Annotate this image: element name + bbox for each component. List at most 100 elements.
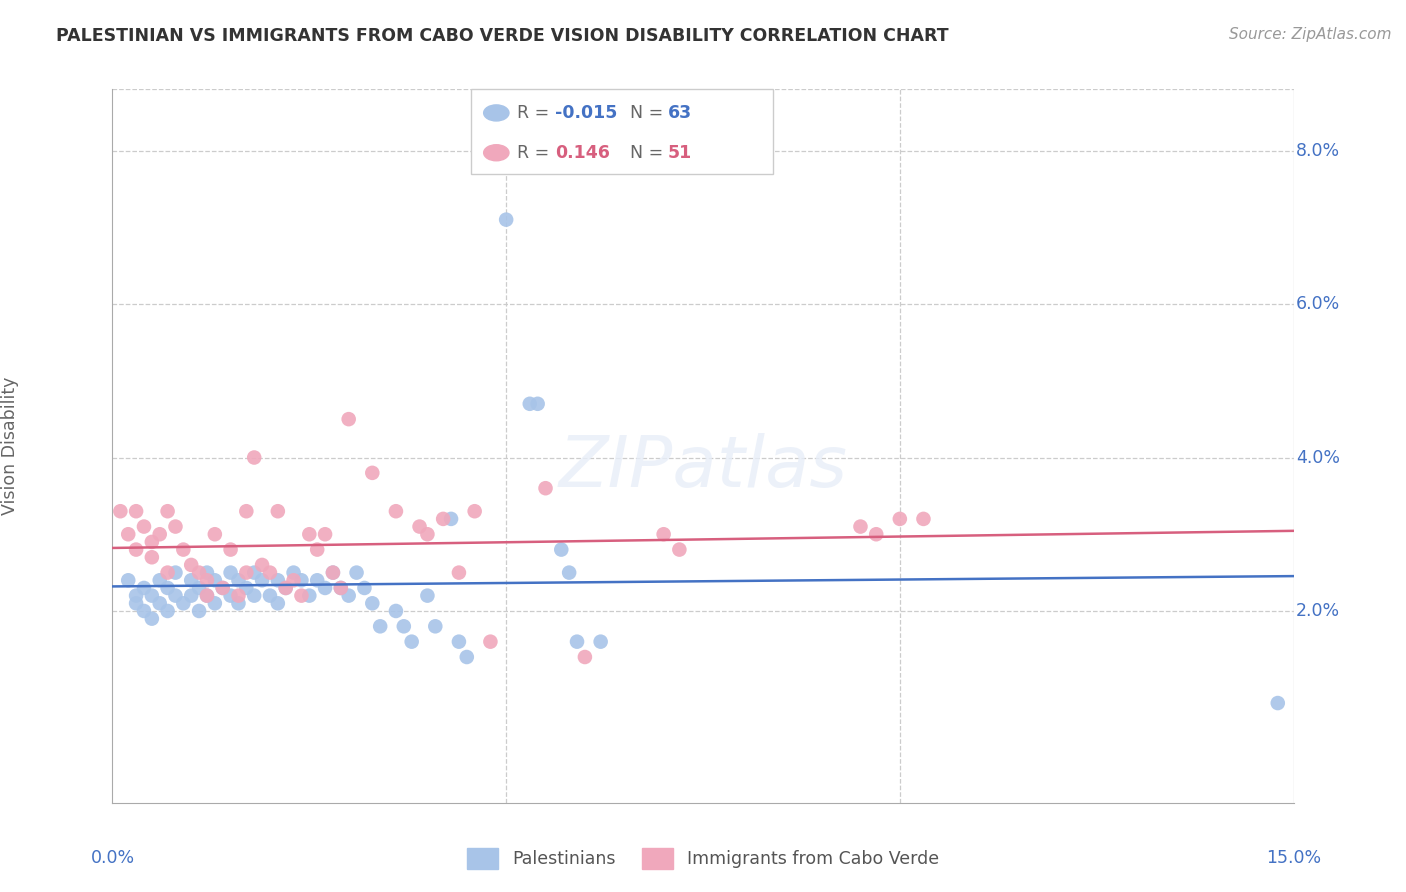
Point: [188, 581, 211, 595]
Point: [228, 596, 250, 610]
Point: [314, 527, 336, 541]
Point: [204, 574, 226, 588]
Point: [550, 542, 572, 557]
Text: 6.0%: 6.0%: [1296, 295, 1340, 313]
Point: [165, 566, 187, 580]
Point: [385, 504, 408, 518]
Text: PALESTINIAN VS IMMIGRANTS FROM CABO VERDE VISION DISABILITY CORRELATION CHART: PALESTINIAN VS IMMIGRANTS FROM CABO VERD…: [56, 27, 949, 45]
Point: [849, 519, 872, 533]
Point: [188, 566, 211, 580]
Point: [668, 542, 690, 557]
Point: [337, 412, 360, 426]
Point: [228, 589, 250, 603]
Point: [408, 519, 430, 533]
Point: [149, 574, 172, 588]
Point: [290, 589, 312, 603]
Point: [447, 566, 470, 580]
Point: [172, 542, 194, 557]
Point: [519, 397, 541, 411]
Point: [322, 566, 344, 580]
Point: [353, 581, 375, 595]
Point: [267, 504, 290, 518]
Point: [1267, 696, 1289, 710]
Point: [307, 574, 329, 588]
Point: [211, 581, 233, 595]
Point: [298, 589, 321, 603]
Point: [447, 634, 470, 648]
Point: [125, 589, 148, 603]
Point: [565, 634, 588, 648]
Point: [195, 589, 218, 603]
Point: [283, 574, 305, 588]
Point: [361, 596, 384, 610]
Text: 51: 51: [668, 144, 692, 161]
Text: 63: 63: [668, 104, 692, 122]
Point: [259, 566, 281, 580]
Point: [440, 512, 463, 526]
Point: [141, 612, 163, 626]
Point: [652, 527, 675, 541]
Point: [219, 566, 242, 580]
Text: 2.0%: 2.0%: [1296, 602, 1340, 620]
Point: [149, 596, 172, 610]
Point: [425, 619, 447, 633]
Point: [589, 634, 612, 648]
Text: 0.0%: 0.0%: [90, 849, 135, 867]
Text: N =: N =: [630, 104, 664, 122]
Point: [368, 619, 391, 633]
Point: [132, 604, 155, 618]
Point: [479, 634, 502, 648]
Point: [865, 527, 887, 541]
Point: [156, 581, 179, 595]
Point: [346, 566, 368, 580]
Point: [110, 504, 132, 518]
Point: [464, 504, 486, 518]
Point: [274, 581, 297, 595]
Point: [211, 581, 233, 595]
Point: [337, 589, 360, 603]
Point: [117, 527, 139, 541]
Text: 8.0%: 8.0%: [1296, 142, 1340, 160]
Point: [156, 604, 179, 618]
Point: [117, 574, 139, 588]
Point: [204, 527, 226, 541]
Point: [149, 527, 172, 541]
Point: [432, 512, 454, 526]
Point: [141, 550, 163, 565]
Point: [219, 542, 242, 557]
Point: [195, 566, 218, 580]
Text: 4.0%: 4.0%: [1296, 449, 1340, 467]
Legend: Palestinians, Immigrants from Cabo Verde: Palestinians, Immigrants from Cabo Verde: [460, 841, 946, 876]
Point: [172, 596, 194, 610]
Point: [274, 581, 297, 595]
Point: [495, 212, 517, 227]
Point: [180, 558, 202, 572]
Point: [125, 596, 148, 610]
Point: [132, 581, 155, 595]
Point: [392, 619, 415, 633]
Point: [141, 589, 163, 603]
Point: [180, 574, 202, 588]
Point: [361, 466, 384, 480]
Text: 0.146: 0.146: [555, 144, 610, 161]
Point: [165, 519, 187, 533]
Point: [219, 589, 242, 603]
Point: [125, 542, 148, 557]
Point: [243, 566, 266, 580]
Point: [385, 604, 408, 618]
Point: [235, 581, 257, 595]
Point: [290, 574, 312, 588]
Point: [267, 596, 290, 610]
Text: 15.0%: 15.0%: [1265, 849, 1322, 867]
Point: [401, 634, 423, 648]
Point: [456, 650, 478, 665]
Point: [283, 566, 305, 580]
Point: [298, 527, 321, 541]
Point: [195, 574, 218, 588]
Point: [558, 566, 581, 580]
Point: [534, 481, 557, 495]
Point: [235, 504, 257, 518]
Point: [125, 504, 148, 518]
Point: [889, 512, 911, 526]
Point: [243, 450, 266, 465]
